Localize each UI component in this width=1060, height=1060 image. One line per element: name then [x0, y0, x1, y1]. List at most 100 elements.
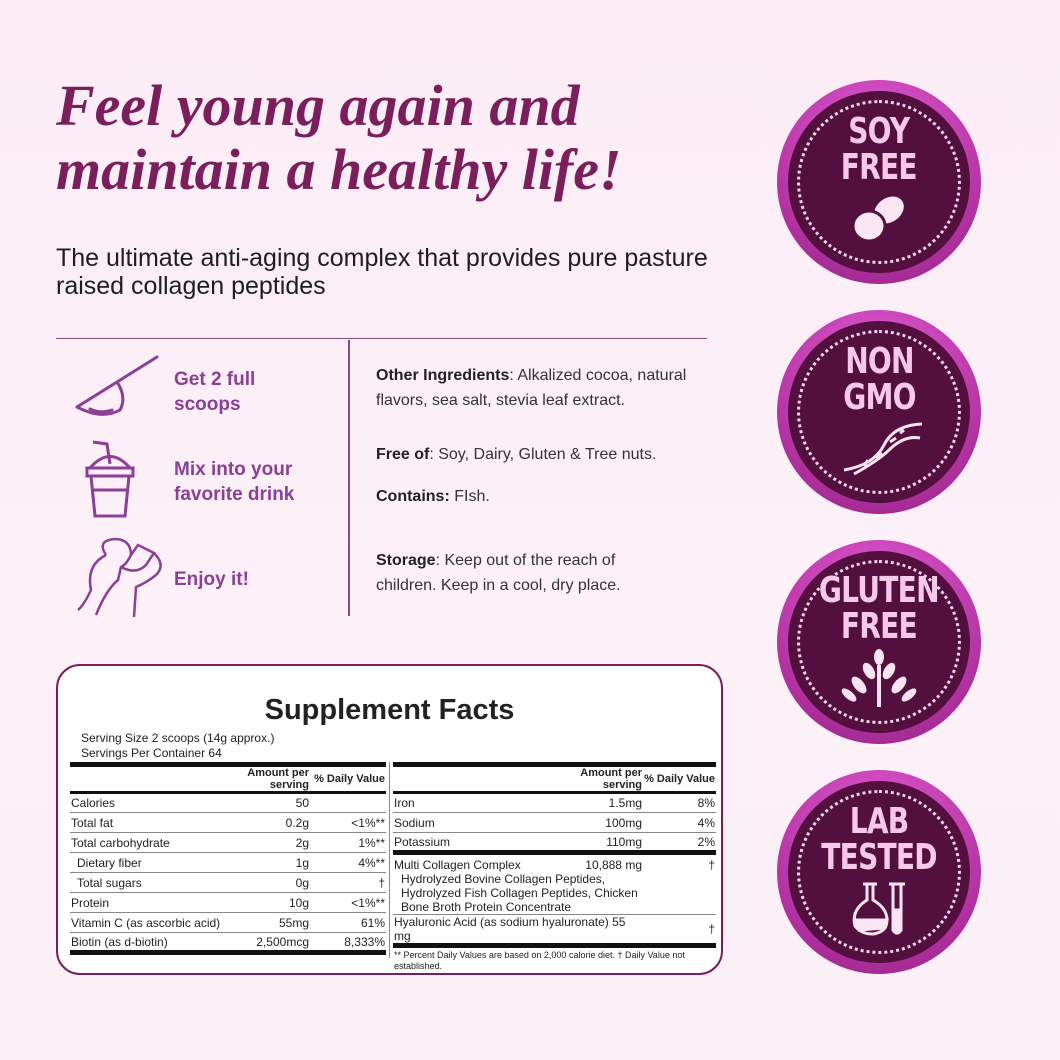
table-cell: Total fat: [70, 812, 230, 833]
wheat-icon: [841, 649, 917, 707]
table-row: Protein 10g <1%**: [70, 892, 386, 913]
table-cell: Protein: [70, 892, 230, 913]
table-cell: 1g: [230, 852, 310, 873]
table-cell: Total carbohydrate: [70, 832, 230, 853]
table-row: Total fat 0.2g <1%**: [70, 812, 386, 833]
badge-text: SOY FREE: [840, 111, 918, 188]
table-cell: <1%**: [310, 812, 386, 833]
info-text: : Alkalized cocoa, natural flavors, sea …: [376, 367, 687, 409]
badge-lab-tested: LAB TESTED: [777, 770, 981, 974]
info-text: FIsh.: [449, 488, 490, 505]
table-cell: Vitamin C (as ascorbic acid): [70, 912, 230, 933]
step-3-text: Enjoy it!: [174, 569, 249, 590]
serving-info: Serving Size 2 scoops (14g approx.) Serv…: [81, 731, 274, 761]
badge-text: LAB TESTED: [821, 801, 937, 878]
table-cell: [393, 762, 563, 794]
other-ingredients: Other Ingredients: Alkalized cocoa, natu…: [376, 363, 721, 413]
table-cell: †: [643, 914, 716, 948]
table-cell: 8,333%: [310, 932, 386, 955]
info-label: Other Ingredients: [376, 367, 510, 384]
info-label: Storage: [376, 552, 436, 569]
table-cell: Sodium: [393, 812, 563, 833]
step-1-line: scoops: [174, 394, 241, 415]
info-label: Free of: [376, 446, 430, 463]
table-cell: Hyaluronic Acid (as sodium hyaluronate) …: [393, 914, 643, 948]
table-cell: Iron: [393, 792, 563, 813]
table-cell: 100mg: [563, 812, 643, 833]
woman-drinking-icon: [77, 537, 162, 617]
storage: Storage: Keep out of the reach of childr…: [376, 548, 666, 598]
table-cell: 4%**: [310, 852, 386, 873]
supplement-facts-panel: Supplement Facts Serving Size 2 scoops (…: [56, 664, 723, 975]
serving-size: Serving Size 2 scoops (14g approx.): [81, 731, 275, 745]
table-cell: †: [643, 852, 716, 915]
table-row: Total sugars 0g †: [70, 872, 386, 893]
table-row: Total carbohydrate 2g 1%**: [70, 832, 386, 853]
table-cell: 1%**: [310, 832, 386, 853]
flasks-icon: [852, 882, 905, 936]
badge-gluten-free: GLUTEN FREE: [777, 540, 981, 744]
step-2-line: favorite drink: [174, 484, 295, 505]
step-2-text: Mix into your favorite drink: [174, 457, 344, 507]
hyaluronic-amount: 55 mg: [394, 915, 626, 943]
table-cell: 1.5mg: [563, 792, 643, 813]
table-cell: Potassium: [393, 832, 563, 855]
facts-table-left: Amount per serving% Daily Value Calories…: [70, 762, 386, 955]
beans-icon: [851, 196, 904, 243]
dna-icon: [843, 422, 923, 476]
free-of: Free of: Soy, Dairy, Gluten & Tree nuts.: [376, 442, 721, 467]
divider: [56, 338, 707, 339]
table-cell: 8%: [643, 792, 716, 813]
col-dv: % Daily Value: [643, 762, 716, 794]
step-1-line: Get 2 full: [174, 369, 256, 390]
collagen-detail: Hydrolyzed Bovine Collagen Peptides, Hyd…: [401, 872, 638, 914]
step-1-text: Get 2 full scoops: [174, 367, 344, 417]
table-cell: 2,500mcg: [230, 932, 310, 955]
footnote: ** Percent Daily Values are based on 2,0…: [394, 950, 685, 971]
table-cell: 2g: [230, 832, 310, 853]
badge-soy-free: SOY FREE: [777, 80, 981, 284]
headline: Feel young again and maintain a healthy …: [56, 74, 756, 202]
table-row: Biotin (as d-biotin) 2,500mcg 8,333%: [70, 932, 386, 955]
table-cell: <1%**: [310, 892, 386, 913]
table-cell: Biotin (as d-biotin): [70, 932, 230, 955]
headline-line-1: Feel young again and: [56, 73, 580, 138]
contains: Contains: FIsh.: [376, 484, 721, 509]
table-cell: Calories: [70, 792, 230, 813]
table-row-hyaluronic: Hyaluronic Acid (as sodium hyaluronate) …: [393, 914, 716, 948]
table-cell: 10g: [230, 892, 310, 913]
table-cell: †: [310, 872, 386, 893]
table-cell: 2%: [643, 832, 716, 855]
badge-non-gmo: NON GMO: [777, 310, 981, 514]
subtitle: The ultimate anti-aging complex that pro…: [56, 244, 708, 300]
table-row: Sodium 100mg 4%: [393, 812, 716, 833]
info-label: Contains:: [376, 488, 450, 505]
badge-text: NON GMO: [842, 341, 916, 418]
table-row-collagen: Multi Collagen Complex 10,888 mg Hydrolyze…: [393, 852, 716, 915]
hyaluronic-name: Hyaluronic Acid (as sodium hyaluronate): [394, 915, 609, 929]
table-row: Vitamin C (as ascorbic acid) 55mg 61%: [70, 912, 386, 933]
collagen-name: Multi Collagen Complex: [394, 858, 521, 872]
info-text: : Soy, Dairy, Gluten & Tree nuts.: [429, 446, 657, 463]
servings-per-container: Servings Per Container 64: [81, 746, 222, 760]
table-cell: 0.2g: [230, 812, 310, 833]
table-cell: 0g: [230, 872, 310, 893]
table-cell: Dietary fiber: [70, 852, 230, 873]
table-row: Iron 1.5mg 8%: [393, 792, 716, 813]
table-cell: 50: [230, 792, 310, 813]
drink-cup-icon: [85, 440, 135, 518]
vertical-divider: [348, 340, 350, 616]
info-text: : Keep out of the reach of children. Kee…: [376, 552, 621, 594]
table-cell: 110mg: [563, 832, 643, 855]
table-row: Calories 50: [70, 792, 386, 813]
facts-title: Supplement Facts: [264, 694, 515, 726]
col-amount: Amount per serving: [563, 762, 643, 794]
table-cell: [310, 792, 386, 813]
column-divider: [389, 762, 390, 958]
table-cell: Multi Collagen Complex 10,888 mg Hydrolyze…: [393, 852, 643, 915]
col-amount: Amount per serving: [230, 762, 310, 794]
table-cell: 4%: [643, 812, 716, 833]
table-cell: [70, 762, 230, 794]
table-cell: Total sugars: [70, 872, 230, 893]
table-row: Dietary fiber 1g 4%**: [70, 852, 386, 873]
